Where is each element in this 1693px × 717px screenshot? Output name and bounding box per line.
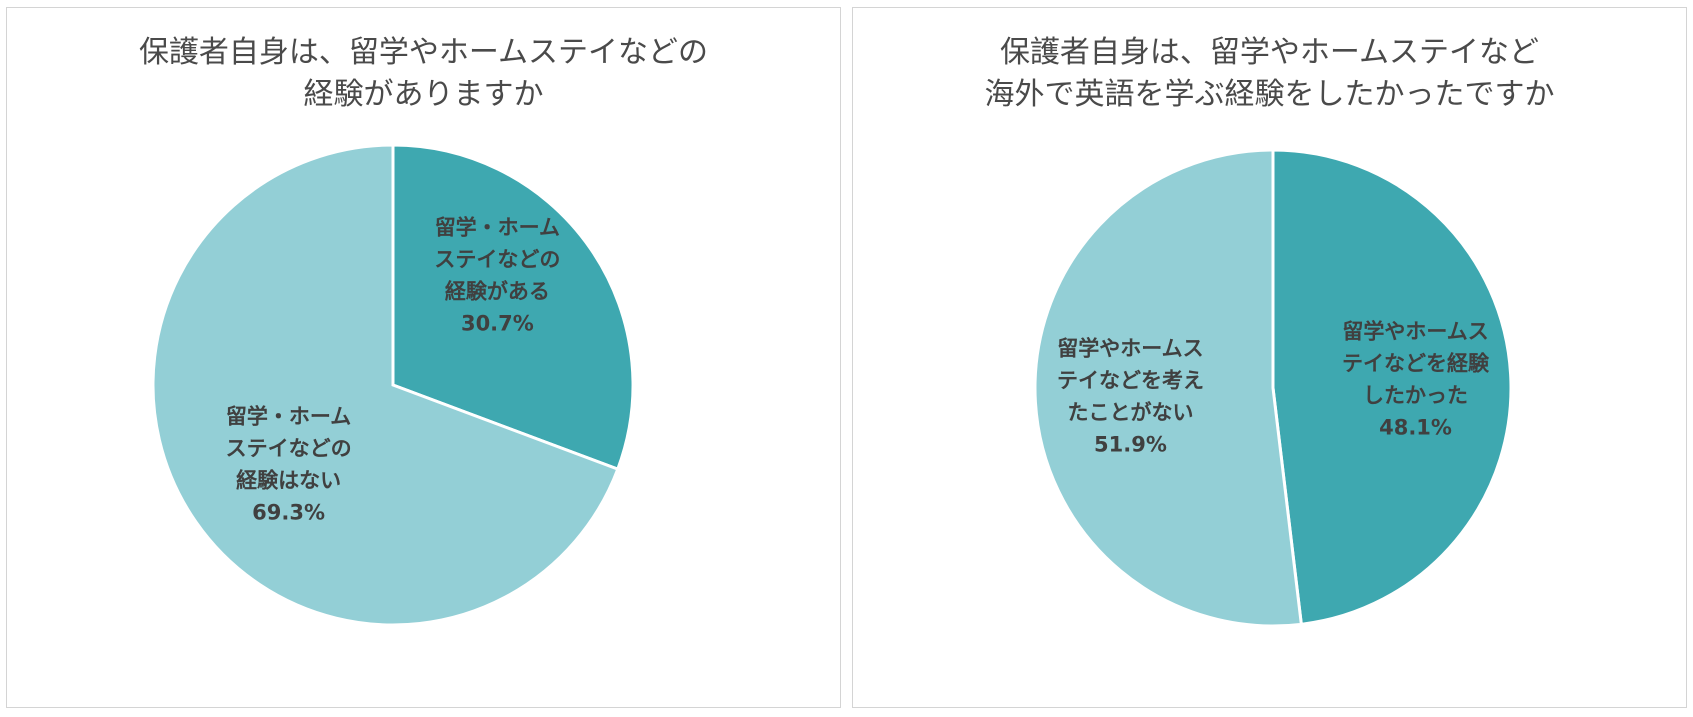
pie-0-slice-0-label-line-2: 経験がある: [445, 280, 550, 304]
chart-title-left-line-2: 経験がありますか: [303, 77, 544, 112]
pie-1-slice-0-label-line-0: 留学やホームス: [1342, 319, 1488, 343]
pie-chart-right: 留学やホームステイなどを経験したかった 48.1%留学やホームステイなどを考えたこ…: [1033, 148, 1513, 628]
pie-1-slice-1-label-line-2: たことがない: [1067, 401, 1193, 425]
chart-panel-left: 保護者自身は、留学やホームステイなどの 経験がありますか 留学・ホームステイなど…: [6, 7, 841, 708]
pie-0-slice-1: [151, 143, 620, 627]
pie-0-slice-0: [391, 143, 635, 472]
pie-1-slice-1: [1033, 148, 1304, 628]
pie-0-slice-0-value: 30.7%: [461, 312, 534, 336]
pie-0-slice-1-label: 留学・ホームステイなどの経験はない 69.3%: [226, 404, 352, 524]
pie-1-slice-1-label-line-0: 留学やホームス: [1057, 337, 1203, 361]
pie-1-slice-0-value: 48.1%: [1379, 415, 1452, 439]
pie-0-slice-0-label-line-1: ステイなどの: [434, 248, 560, 272]
pie-0-slice-0-label: 留学・ホームステイなどの経験がある 30.7%: [434, 216, 560, 336]
chart-title-right: 保護者自身は、留学やホームステイなど 海外で英語を学ぶ経験をしたかったですか: [853, 32, 1686, 116]
pie-chart-left: 留学・ホームステイなどの経験がある 30.7%留学・ホームステイなどの経験はない 6…: [151, 143, 635, 627]
chart-title-right-line-2: 海外で英語を学ぶ経験をしたかったですか: [984, 77, 1555, 112]
chart-title-left-line-1: 保護者自身は、留学やホームステイなどの: [138, 35, 709, 70]
pie-1-slice-0-label-line-1: テイなどを経験: [1342, 351, 1490, 375]
pie-1-slice-1-label: 留学やホームステイなどを考えたことがない 51.9%: [1057, 337, 1204, 457]
pie-0-slice-1-label-line-1: ステイなどの: [226, 436, 352, 460]
pie-0-slice-1-value: 69.3%: [252, 500, 325, 524]
chart-panel-right: 保護者自身は、留学やホームステイなど 海外で英語を学ぶ経験をしたかったですか 留…: [852, 7, 1687, 708]
pie-1-slice-0-label-line-2: したかった: [1363, 383, 1468, 407]
pie-1-slice-1-label-line-1: テイなどを考え: [1057, 369, 1204, 393]
pie-1-slice-0-label: 留学やホームステイなどを経験したかった 48.1%: [1342, 319, 1490, 439]
pie-0-slice-0-label-line-0: 留学・ホーム: [435, 216, 560, 240]
pie-1-slice-0: [1271, 148, 1513, 626]
chart-title-left: 保護者自身は、留学やホームステイなどの 経験がありますか: [7, 32, 840, 116]
pie-0-slice-1-label-line-0: 留学・ホーム: [226, 404, 351, 428]
pie-1-slice-1-value: 51.9%: [1094, 433, 1167, 457]
chart-title-right-line-1: 保護者自身は、留学やホームステイなど: [999, 35, 1540, 70]
pie-0-slice-1-label-line-2: 経験はない: [236, 468, 341, 492]
